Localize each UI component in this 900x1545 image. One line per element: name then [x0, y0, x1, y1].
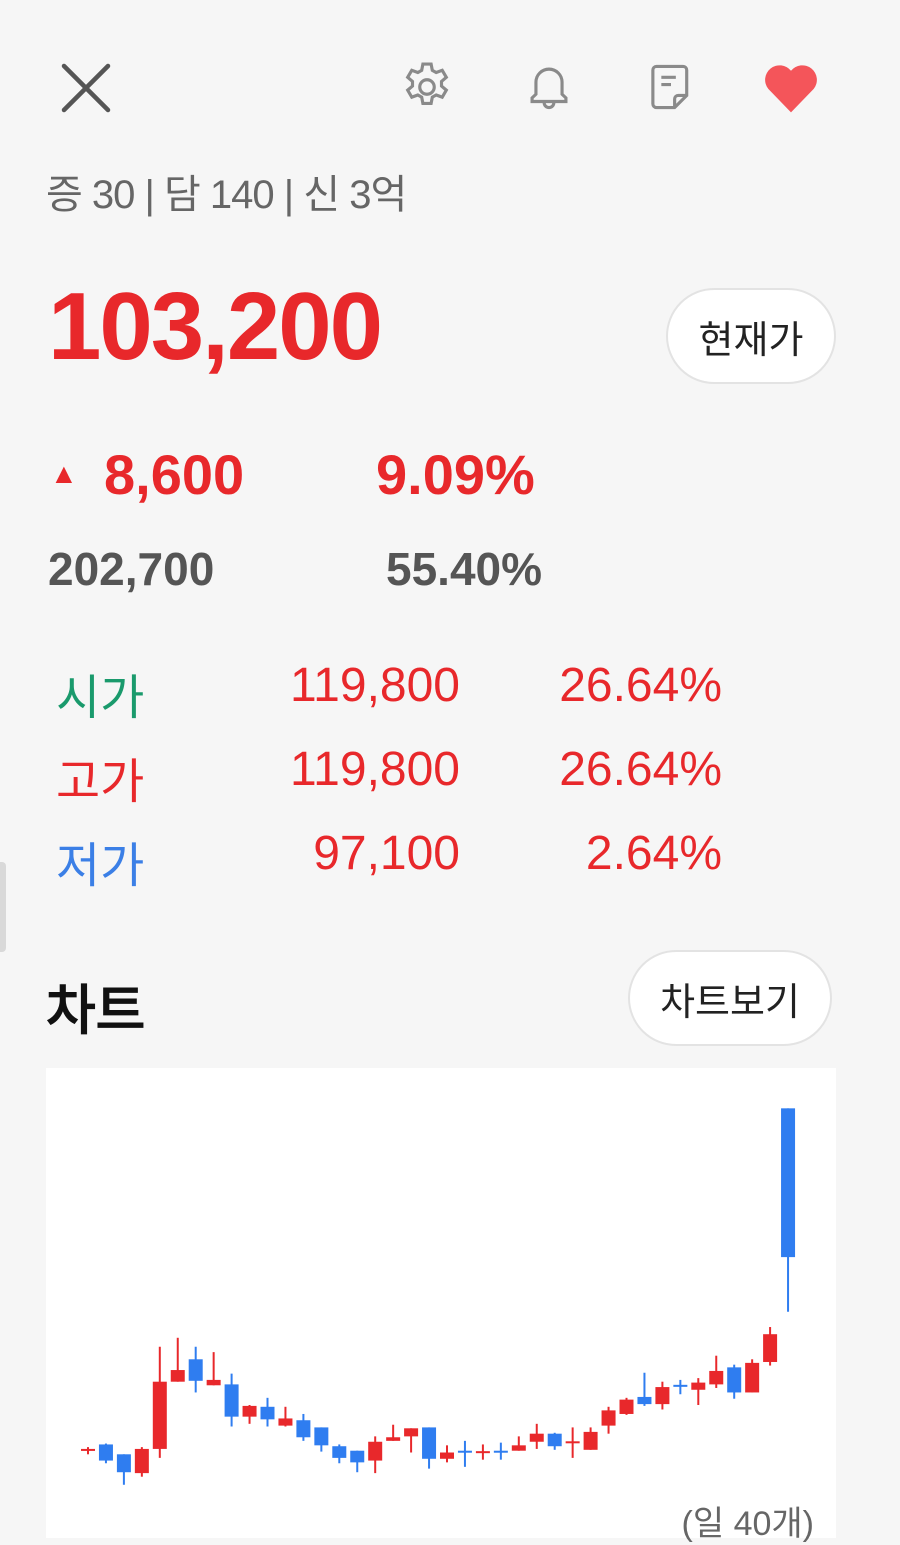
ohlc-value: 97,100	[313, 827, 460, 880]
candle-body	[206, 1379, 221, 1386]
candle-body	[763, 1334, 778, 1362]
candle-body	[493, 1450, 508, 1453]
candle-body	[601, 1410, 616, 1426]
change-rate: 9.09%	[376, 443, 535, 506]
ohlc-row-low: 저가 97,100 2.64%	[56, 826, 726, 893]
candle-body	[547, 1433, 562, 1447]
price-change: 8,600	[104, 443, 245, 506]
candle-body	[116, 1454, 131, 1473]
ohlc-value: 119,800	[290, 743, 460, 796]
candle-body	[619, 1399, 634, 1414]
candle-body	[781, 1108, 796, 1258]
candle-body	[475, 1451, 490, 1454]
candle-body	[565, 1441, 580, 1444]
candle-body	[296, 1420, 311, 1438]
candle-body	[134, 1448, 149, 1474]
candle-body	[511, 1445, 526, 1451]
candle-body	[188, 1359, 203, 1381]
side-scroll-handle[interactable]	[0, 862, 6, 952]
candle-body	[709, 1370, 724, 1385]
candle-body	[368, 1441, 383, 1461]
candle-body	[745, 1362, 760, 1393]
candle-body	[583, 1431, 598, 1450]
ohlc-row-high: 고가 119,800 26.64%	[56, 742, 726, 809]
candle-body	[81, 1448, 95, 1451]
ohlc-rate: 26.64%	[559, 659, 722, 712]
candle-body	[278, 1418, 293, 1426]
ohlc-row-open: 시가 119,800 26.64%	[56, 658, 726, 725]
ohlc-rate: 26.64%	[559, 743, 722, 796]
candle-body	[224, 1384, 239, 1417]
ohlc-label: 시가	[56, 672, 145, 725]
candle-body	[691, 1382, 706, 1390]
chart-section-title: 차트	[46, 981, 146, 1041]
stock-meta-info: 증 30 | 담 140 | 신 3억	[46, 173, 407, 217]
candle-body	[314, 1427, 329, 1446]
candle-body	[673, 1384, 688, 1387]
candle-body	[404, 1428, 419, 1437]
volume-rate: 55.40%	[386, 543, 543, 595]
candlestick-chart[interactable]: (일 40개)	[46, 1068, 836, 1543]
candle-body	[655, 1387, 670, 1405]
candle-body	[170, 1370, 185, 1382]
current-price: 103,200	[48, 273, 383, 380]
candle-body	[152, 1381, 167, 1449]
candle-body	[422, 1427, 437, 1459]
close-icon[interactable]	[60, 62, 112, 114]
ohlc-label: 고가	[56, 756, 145, 809]
ohlc-value: 119,800	[290, 659, 460, 712]
candle-body	[440, 1452, 454, 1459]
ohlc-label: 저가	[56, 840, 145, 893]
trade-volume: 202,700	[48, 543, 215, 595]
bell-icon[interactable]	[520, 58, 578, 116]
candle-body	[529, 1433, 544, 1442]
candle-body	[98, 1444, 113, 1461]
candlestick-svg	[81, 1108, 796, 1485]
candle-body	[386, 1437, 401, 1441]
candle-body	[332, 1446, 347, 1458]
gear-icon[interactable]	[398, 58, 456, 116]
change-arrow-icon: ▲	[50, 458, 78, 489]
candle-body	[637, 1396, 652, 1405]
chart-period-note: (일 40개)	[681, 1505, 814, 1543]
candle-body	[350, 1450, 365, 1463]
view-chart-button[interactable]: 차트보기	[628, 950, 832, 1046]
heart-icon[interactable]	[762, 60, 820, 114]
candle-body	[727, 1367, 742, 1393]
candle-body	[260, 1406, 275, 1420]
memo-icon[interactable]	[642, 58, 700, 116]
ohlc-rate: 2.64%	[585, 827, 722, 880]
current-price-button[interactable]: 현재가	[666, 288, 836, 384]
candle-body	[242, 1405, 257, 1417]
candle-body	[457, 1450, 472, 1453]
